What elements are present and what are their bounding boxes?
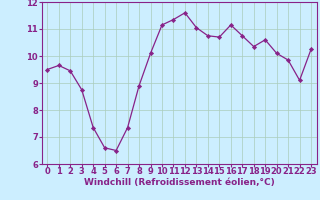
X-axis label: Windchill (Refroidissement éolien,°C): Windchill (Refroidissement éolien,°C) (84, 178, 275, 187)
